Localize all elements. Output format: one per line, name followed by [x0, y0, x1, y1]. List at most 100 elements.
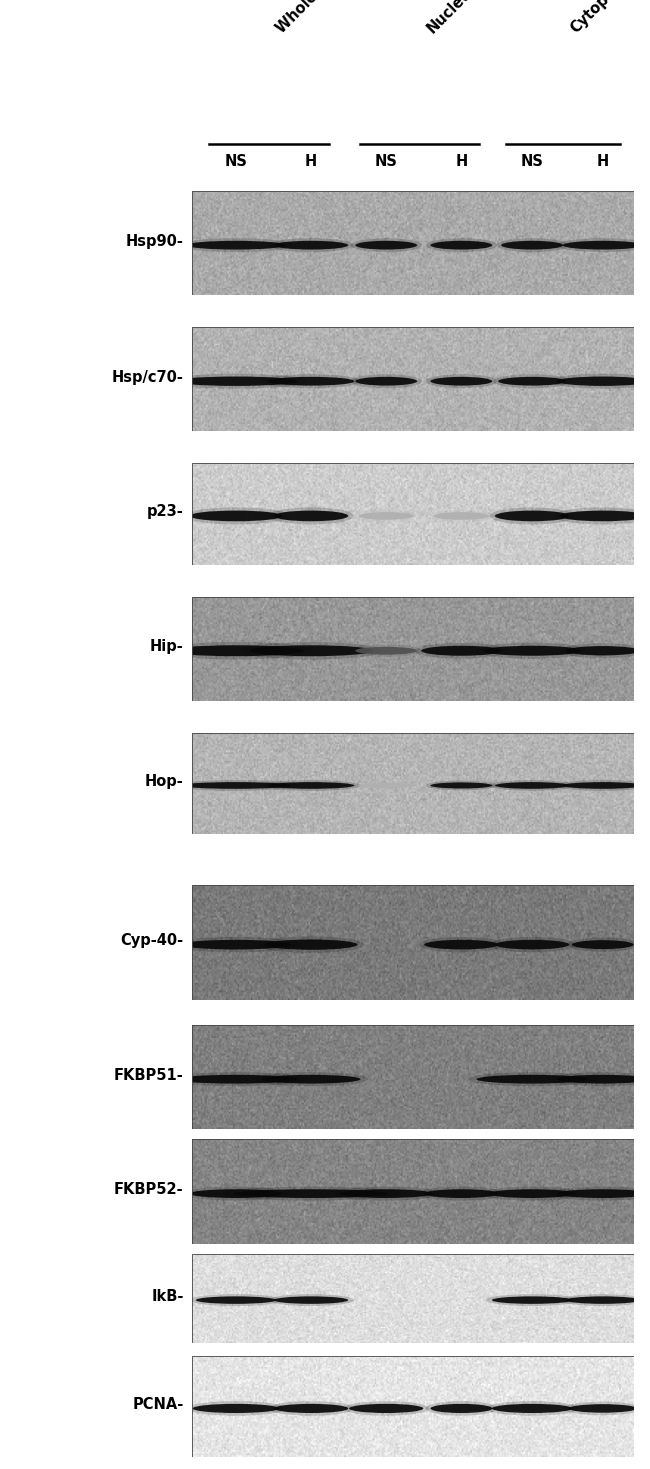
Ellipse shape: [430, 783, 492, 789]
Ellipse shape: [165, 1072, 307, 1086]
Ellipse shape: [356, 646, 417, 655]
Ellipse shape: [498, 378, 566, 385]
Ellipse shape: [424, 940, 499, 949]
Text: Nucleus: Nucleus: [424, 0, 481, 37]
Ellipse shape: [356, 378, 417, 385]
Text: H: H: [597, 154, 609, 169]
Ellipse shape: [556, 376, 649, 386]
Ellipse shape: [274, 1296, 348, 1304]
Ellipse shape: [333, 1187, 439, 1200]
Ellipse shape: [560, 1294, 645, 1306]
Text: p23-: p23-: [147, 504, 183, 520]
Ellipse shape: [165, 373, 307, 389]
Ellipse shape: [572, 940, 634, 949]
Ellipse shape: [350, 375, 422, 388]
Ellipse shape: [492, 1404, 572, 1413]
Ellipse shape: [415, 643, 508, 658]
Text: IkB-: IkB-: [151, 1290, 183, 1304]
Ellipse shape: [190, 1190, 282, 1199]
Text: Hsp90-: Hsp90-: [125, 234, 183, 248]
Ellipse shape: [274, 511, 348, 521]
Ellipse shape: [254, 1072, 368, 1086]
Text: Hip-: Hip-: [150, 639, 183, 654]
Text: FKBP52-: FKBP52-: [114, 1183, 183, 1197]
Text: FKBP51-: FKBP51-: [114, 1068, 183, 1083]
Ellipse shape: [268, 378, 354, 385]
Ellipse shape: [261, 375, 361, 388]
Ellipse shape: [497, 238, 567, 253]
Ellipse shape: [340, 1190, 433, 1199]
Ellipse shape: [183, 1187, 289, 1200]
Ellipse shape: [489, 780, 575, 790]
Text: Hsp/c70-: Hsp/c70-: [112, 370, 183, 385]
Ellipse shape: [475, 643, 589, 658]
Ellipse shape: [187, 241, 285, 250]
Ellipse shape: [486, 1294, 578, 1306]
Ellipse shape: [549, 373, 650, 389]
Ellipse shape: [421, 646, 502, 655]
Ellipse shape: [240, 642, 382, 660]
Ellipse shape: [354, 782, 418, 790]
Ellipse shape: [564, 1401, 642, 1415]
Ellipse shape: [180, 940, 292, 949]
Ellipse shape: [350, 238, 422, 253]
Ellipse shape: [222, 1187, 400, 1200]
Ellipse shape: [430, 241, 492, 250]
Text: Cytoplasm: Cytoplasm: [567, 0, 640, 37]
Ellipse shape: [563, 241, 643, 250]
Ellipse shape: [489, 507, 575, 524]
Ellipse shape: [560, 643, 645, 658]
Ellipse shape: [419, 1187, 504, 1200]
Ellipse shape: [190, 511, 282, 521]
Text: H: H: [455, 154, 467, 169]
Ellipse shape: [556, 1075, 649, 1084]
Ellipse shape: [274, 241, 348, 250]
Ellipse shape: [168, 645, 304, 657]
Ellipse shape: [268, 1294, 354, 1306]
Ellipse shape: [190, 1294, 282, 1306]
Ellipse shape: [482, 1187, 582, 1200]
Ellipse shape: [274, 1404, 348, 1413]
Ellipse shape: [265, 940, 358, 950]
Ellipse shape: [468, 1072, 596, 1086]
Ellipse shape: [234, 1190, 389, 1199]
Ellipse shape: [179, 238, 293, 253]
Ellipse shape: [158, 642, 314, 660]
Ellipse shape: [172, 937, 300, 952]
Ellipse shape: [486, 1401, 578, 1416]
Ellipse shape: [350, 645, 422, 657]
Ellipse shape: [569, 1404, 637, 1413]
Ellipse shape: [196, 1296, 276, 1304]
Ellipse shape: [268, 1401, 354, 1416]
Ellipse shape: [560, 511, 646, 521]
Ellipse shape: [556, 238, 649, 253]
Ellipse shape: [356, 241, 417, 250]
Ellipse shape: [566, 646, 640, 655]
Ellipse shape: [426, 780, 497, 790]
Ellipse shape: [495, 782, 569, 789]
Ellipse shape: [492, 1296, 572, 1304]
Ellipse shape: [261, 780, 361, 790]
Text: PCNA-: PCNA-: [133, 1397, 183, 1412]
Ellipse shape: [426, 238, 497, 253]
Ellipse shape: [567, 937, 638, 952]
Ellipse shape: [186, 1401, 286, 1416]
Ellipse shape: [501, 241, 563, 250]
Ellipse shape: [549, 1072, 650, 1086]
Ellipse shape: [556, 1190, 649, 1199]
Ellipse shape: [553, 507, 650, 524]
Ellipse shape: [489, 1190, 575, 1199]
Text: NS: NS: [224, 154, 248, 169]
Ellipse shape: [358, 513, 414, 520]
Ellipse shape: [482, 646, 582, 655]
Ellipse shape: [434, 513, 489, 520]
Ellipse shape: [430, 1404, 492, 1413]
Ellipse shape: [489, 937, 575, 952]
Ellipse shape: [549, 1187, 650, 1200]
Ellipse shape: [556, 780, 649, 790]
Ellipse shape: [257, 936, 365, 953]
Ellipse shape: [426, 1401, 497, 1416]
Ellipse shape: [495, 940, 569, 949]
Ellipse shape: [419, 937, 504, 952]
Ellipse shape: [268, 782, 354, 789]
